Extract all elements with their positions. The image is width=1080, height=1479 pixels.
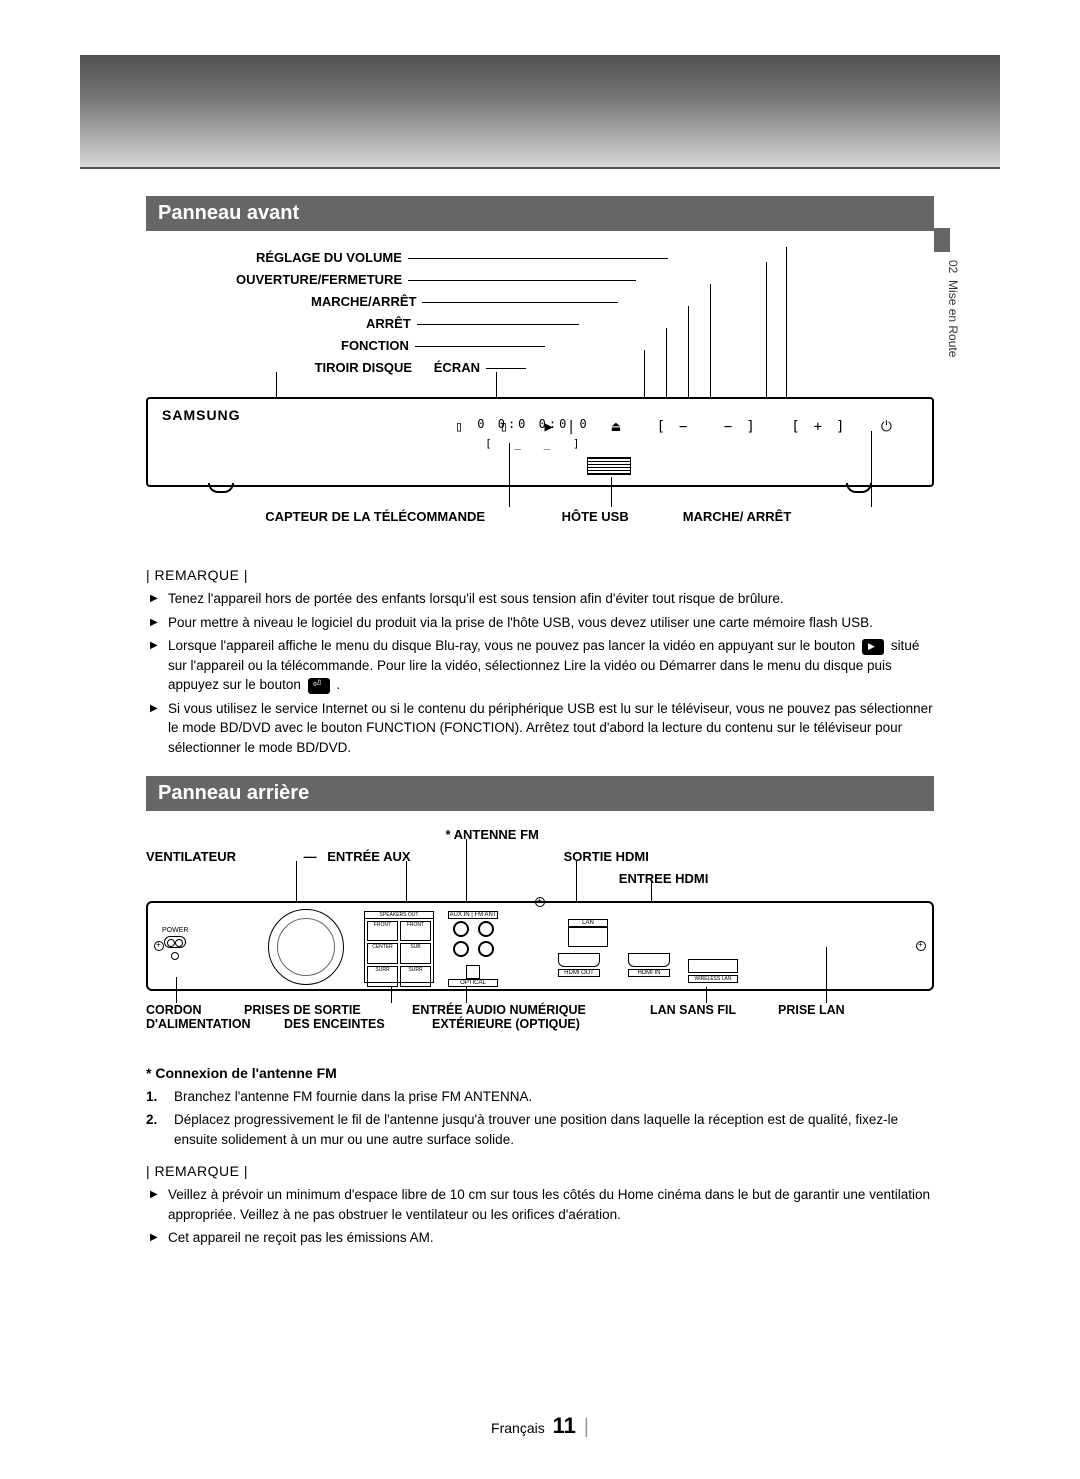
label-cordon: CORDON: [146, 1003, 202, 1017]
side-chapter-label: 02 Mise en Route: [946, 260, 960, 357]
label-aux: ENTRÉE AUX: [327, 849, 500, 864]
speaker-out-block: SPEAKERS OUT FRONTFRONTCENTERSUBSURRSURR: [364, 911, 434, 983]
remarque-heading-2: | REMARQUE |: [146, 1163, 934, 1179]
callout-usb: HÔTE USB: [562, 509, 629, 524]
label-antenne: * ANTENNE FM: [445, 827, 538, 842]
hdmi-in-port: HDMI IN: [628, 953, 670, 977]
power-jack: POWER: [162, 927, 188, 964]
front-note: Lorsque l'appareil affiche le menu du di…: [150, 636, 934, 695]
rear-note: Cet appareil ne reçoit pas les émissions…: [150, 1228, 934, 1248]
usb-slot: [587, 457, 631, 475]
lan-port: LAN: [568, 919, 608, 947]
label-hdmi-out: SORTIE HDMI: [564, 849, 722, 864]
hdmi-out-port: HDMI OUT: [558, 953, 600, 977]
device-rear-outline: POWER SPEAKERS OUT FRONTFRONTCENTERSUBSU…: [146, 901, 934, 991]
label-tiroir: TIROIR DISQUE: [315, 360, 413, 375]
fm-step: Branchez l'antenne FM fournie dans la pr…: [146, 1087, 934, 1107]
fm-steps-list: Branchez l'antenne FM fournie dans la pr…: [146, 1087, 934, 1150]
aux-ports: AUX IN | FM ANT: [448, 911, 498, 963]
label-volume: RÉGLAGE DU VOLUME: [256, 250, 402, 265]
callout-remote: CAPTEUR DE LA TÉLÉCOMMANDE: [265, 509, 485, 524]
page-header-gradient: [80, 55, 1000, 169]
front-button-icons: ▯ ▯ ▶| ⏏ [− −] [+] ⏻: [455, 419, 906, 435]
section-rear-title: Panneau arrière: [146, 776, 934, 811]
label-hdmi-in: ENTREE HDMI: [619, 871, 709, 886]
front-panel-diagram: RÉGLAGE DU VOLUME OUVERTURE/FERMETURE MA…: [146, 247, 934, 547]
device-front-outline: SAMSUNG 0 0:0 0:0 0 [ _ _ ] ▯ ▯ ▶| ⏏ [− …: [146, 397, 934, 487]
label-open-close: OUVERTURE/FERMETURE: [236, 272, 402, 287]
enter-icon: [308, 678, 330, 694]
display-segments: [ _ _ ]: [485, 437, 587, 450]
label-spk: PRISES DE SORTIE: [244, 1003, 361, 1017]
rear-notes-list: Veillez à prévoir un minimum d'espace li…: [146, 1185, 934, 1248]
play-icon: [862, 639, 884, 655]
front-note: Tenez l'appareil hors de portée des enfa…: [150, 589, 934, 609]
fm-subheading: * Connexion de l'antenne FM: [146, 1065, 934, 1081]
wireless-lan-port: WIRELESS LAN: [688, 959, 738, 983]
rear-note: Veillez à prévoir un minimum d'espace li…: [150, 1185, 934, 1224]
fm-step: Déplacez progressivement le fil de l'ant…: [146, 1110, 934, 1149]
callout-power: MARCHE/ ARRÊT: [683, 509, 792, 524]
label-lan: PRISE LAN: [778, 1003, 845, 1017]
front-note: Pour mettre à niveau le logiciel du prod…: [150, 613, 934, 633]
section-front-title: Panneau avant: [146, 196, 934, 231]
label-stop: ARRÊT: [366, 316, 411, 331]
label-play-pause: MARCHE/ARRÊT: [311, 294, 416, 309]
footer-lang: Français: [491, 1420, 545, 1436]
fan-icon: [268, 909, 344, 985]
rear-panel-diagram: * ANTENNE FM VENTILATEUR — ENTRÉE AUX SO…: [146, 827, 934, 1047]
remarque-heading-1: | REMARQUE |: [146, 567, 934, 583]
label-ventilateur: VENTILATEUR: [146, 849, 304, 864]
label-optique: ENTRÉE AUDIO NUMÉRIQUE: [412, 1003, 586, 1017]
label-function: FONCTION: [341, 338, 409, 353]
page-footer: Français 11 |: [0, 1413, 1080, 1439]
optical-port: OPTICAL: [448, 965, 498, 987]
label-ecran: ÉCRAN: [434, 360, 480, 375]
front-note: Si vous utilisez le service Internet ou …: [150, 699, 934, 758]
brand-logo: SAMSUNG: [162, 407, 241, 423]
front-notes-list: Tenez l'appareil hors de portée des enfa…: [146, 589, 934, 758]
label-wlan: LAN SANS FIL: [650, 1003, 736, 1017]
footer-page: 11: [553, 1413, 576, 1438]
side-tab: [934, 228, 950, 252]
